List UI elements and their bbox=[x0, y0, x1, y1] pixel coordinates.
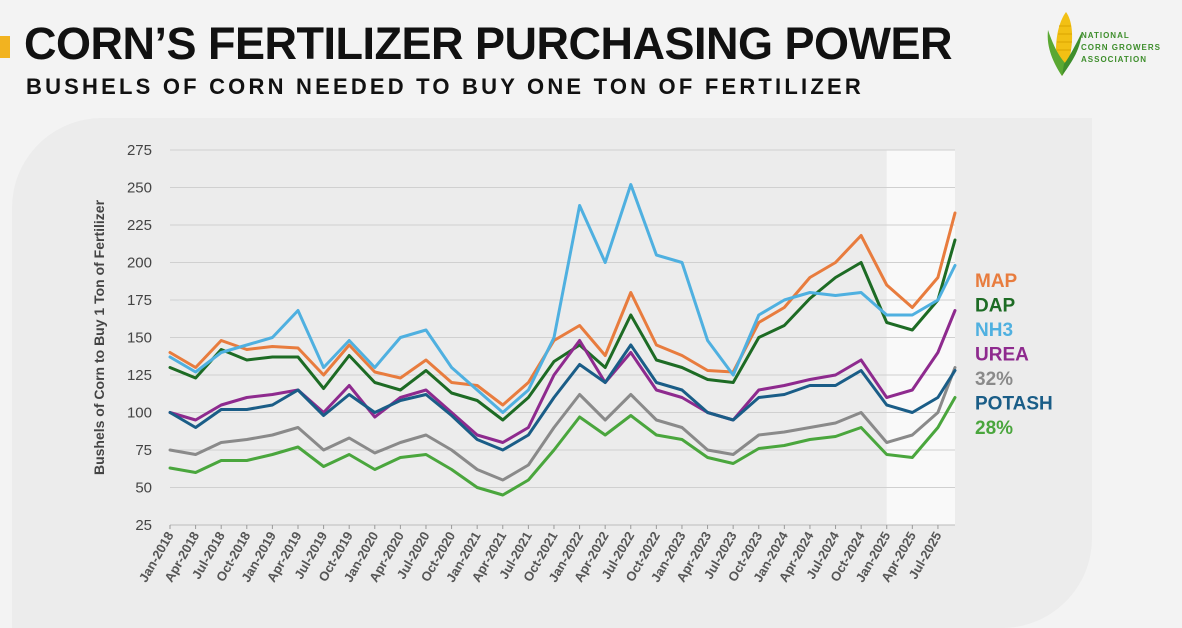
y-tick-label: 200 bbox=[127, 255, 152, 272]
series-line-32pct bbox=[168, 366, 957, 482]
series-line-potash bbox=[168, 343, 957, 452]
y-tick-label: 75 bbox=[135, 442, 152, 459]
corn-cob-icon bbox=[1047, 12, 1082, 76]
logo-line-1: NATIONAL bbox=[1081, 31, 1130, 40]
series-line-28pct bbox=[168, 396, 957, 497]
y-tick-label: 50 bbox=[135, 480, 152, 497]
page-subtitle: BUSHELS OF CORN NEEDED TO BUY ONE TON OF… bbox=[26, 74, 864, 99]
page-title: CORN’S FERTILIZER PURCHASING POWER bbox=[24, 18, 953, 69]
y-tick-label: 100 bbox=[127, 405, 152, 422]
y-tick-label: 275 bbox=[127, 142, 152, 159]
legend-label: 28% bbox=[975, 418, 1013, 439]
y-tick-label: 250 bbox=[127, 180, 152, 197]
y-axis-title: Bushels of Corn to Buy 1 Ton of Fertiliz… bbox=[91, 199, 107, 475]
y-tick-label: 150 bbox=[127, 330, 152, 347]
title-accent-bar bbox=[0, 36, 10, 58]
legend-label: DAP bbox=[975, 296, 1015, 317]
y-tick-label: 175 bbox=[127, 292, 152, 309]
logo-line-3: ASSOCIATION bbox=[1081, 55, 1147, 64]
series-line-dap bbox=[168, 238, 957, 422]
series-line-nh3 bbox=[168, 183, 957, 414]
legend-label: POTASH bbox=[975, 394, 1053, 415]
logo-line-2: CORN GROWERS bbox=[1081, 43, 1161, 52]
legend-label: 32% bbox=[975, 369, 1013, 390]
legend-label: NH3 bbox=[975, 320, 1013, 341]
y-tick-label: 225 bbox=[127, 217, 152, 234]
legend-label: MAP bbox=[975, 271, 1018, 292]
y-tick-label: 125 bbox=[127, 367, 152, 384]
logo-wordmark: NATIONAL CORN GROWERS ASSOCIATION bbox=[1081, 30, 1161, 66]
y-tick-label: 25 bbox=[135, 517, 152, 534]
legend-label: UREA bbox=[975, 345, 1029, 366]
series-line-map bbox=[168, 211, 957, 407]
